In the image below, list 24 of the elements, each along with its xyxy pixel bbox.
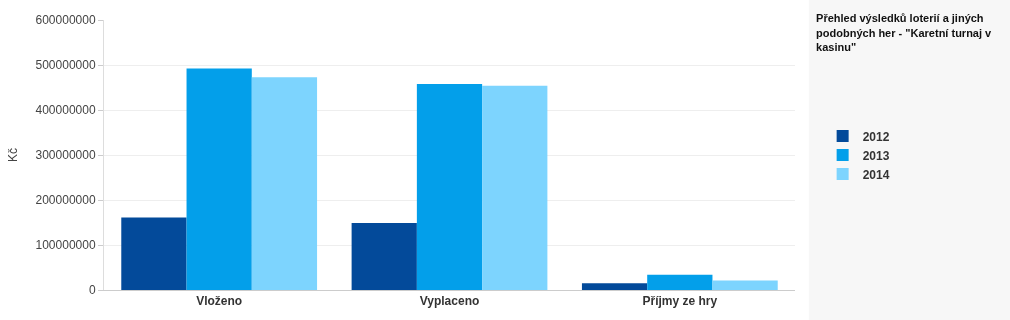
x-tick-label: Příjmy ze hry <box>642 294 718 309</box>
bar <box>416 83 483 290</box>
y-tick-label: 200000000 <box>35 193 96 208</box>
y-tick-label: 600000000 <box>35 13 96 28</box>
legend-label: 2013 <box>862 148 890 163</box>
y-axis-title: Kč <box>5 147 20 163</box>
bar <box>712 280 778 290</box>
bar <box>251 77 318 290</box>
x-tick-label: Vloženo <box>196 294 243 309</box>
x-tick-label: Vyplaceno <box>419 294 480 309</box>
y-tick-label: 300000000 <box>35 148 96 163</box>
y-tick-label: 500000000 <box>35 58 96 73</box>
bar <box>121 217 187 290</box>
y-tick-label: 0 <box>88 283 96 298</box>
y-tick-label: 100000000 <box>35 238 96 253</box>
y-tick-label: 400000000 <box>35 103 96 118</box>
bar <box>647 274 713 290</box>
bar <box>186 68 252 290</box>
legend-label: 2014 <box>862 167 890 182</box>
bar <box>351 222 417 290</box>
bar <box>482 85 548 290</box>
legend-label: 2012 <box>862 129 890 144</box>
bar <box>581 283 648 290</box>
text: Přehled výsledků loterií a jiných podobných her - "Karetní turnaj v kasinu" <box>816 12 993 53</box>
